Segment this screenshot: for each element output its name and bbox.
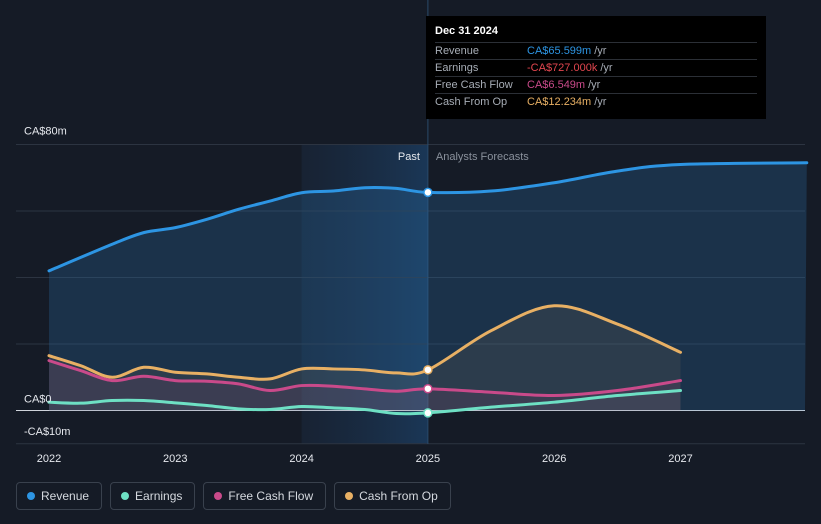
- x-tick-label: 2022: [37, 453, 61, 465]
- legend-dot-icon: [214, 492, 223, 500]
- tooltip-row-cash-from-op: Cash From Op CA$12.234m /yr: [435, 93, 757, 110]
- tooltip-row-free-cash-flow: Free Cash Flow CA$6.549m /yr: [435, 76, 757, 93]
- tooltip-unit: /yr: [600, 62, 613, 74]
- line-cash-from-op: [47, 304, 682, 381]
- line-earnings: [47, 389, 682, 416]
- legend-label: Cash From Op: [359, 489, 438, 503]
- line-revenue: [47, 161, 809, 273]
- legend-item-cash-from-op[interactable]: Cash From Op: [334, 482, 451, 510]
- line-free-cash-flow: [47, 359, 682, 398]
- tooltip-label: Revenue: [435, 45, 480, 57]
- area-cash-from-op: [49, 305, 681, 411]
- legend-item-revenue[interactable]: Revenue: [16, 482, 103, 510]
- legend-label: Free Cash Flow: [228, 489, 314, 503]
- marker-free-cash-flow: [423, 383, 433, 394]
- legend: Revenue Earnings Free Cash Flow Cash Fro…: [16, 482, 451, 510]
- past-label: Past: [398, 151, 420, 163]
- tooltip-label: Free Cash Flow: [435, 79, 513, 91]
- legend-item-earnings[interactable]: Earnings: [110, 482, 196, 510]
- tooltip-unit: /yr: [588, 79, 601, 91]
- area-earnings: [49, 390, 681, 414]
- tooltip-unit: /yr: [594, 45, 607, 57]
- legend-dot-icon: [345, 492, 354, 500]
- marker-cash-from-op: [423, 365, 433, 375]
- legend-dot-icon: [121, 492, 130, 500]
- past-highlight-band: [301, 145, 428, 444]
- legend-dot-icon: [27, 492, 35, 500]
- x-tick-label: 2026: [542, 453, 566, 465]
- area-free-cash-flow: [49, 360, 681, 411]
- x-tick-label: 2024: [289, 453, 313, 465]
- legend-label: Revenue: [41, 489, 90, 503]
- y-tick-label: CA$0: [24, 394, 52, 406]
- tooltip-row-revenue: Revenue CA$65.599m /yr: [435, 42, 757, 59]
- tooltip-row-earnings: Earnings -CA$727.000k /yr: [435, 59, 757, 76]
- area-revenue: [49, 162, 807, 411]
- y-tick-label: CA$80m: [24, 126, 67, 138]
- x-tick-label: 2027: [668, 453, 692, 465]
- tooltip-date: Dec 31 2024: [435, 25, 498, 37]
- marker-revenue: [423, 187, 433, 198]
- tooltip-value: CA$12.234m: [527, 96, 592, 108]
- tooltip-value: -CA$727.000k: [527, 62, 598, 74]
- tooltip-value: CA$6.549m: [527, 79, 586, 91]
- x-tick-label: 2023: [163, 453, 187, 465]
- legend-label: Earnings: [135, 489, 183, 503]
- tooltip: Dec 31 2024 Revenue CA$65.599m /yr Earni…: [426, 16, 766, 119]
- legend-item-free-cash-flow[interactable]: Free Cash Flow: [203, 482, 327, 510]
- tooltip-label: Cash From Op: [435, 96, 508, 108]
- tooltip-label: Earnings: [435, 62, 479, 74]
- forecast-label: Analysts Forecasts: [436, 151, 529, 163]
- tooltip-value: CA$65.599m: [527, 45, 592, 57]
- chart-canvas: CA$80m CA$0 -CA$10m 2022 2023 2024 2025 2026 202…: [16, 0, 809, 465]
- x-tick-label: 2025: [416, 453, 440, 465]
- tooltip-unit: /yr: [594, 96, 607, 108]
- marker-earnings: [423, 408, 433, 418]
- y-tick-label: -CA$10m: [24, 426, 70, 438]
